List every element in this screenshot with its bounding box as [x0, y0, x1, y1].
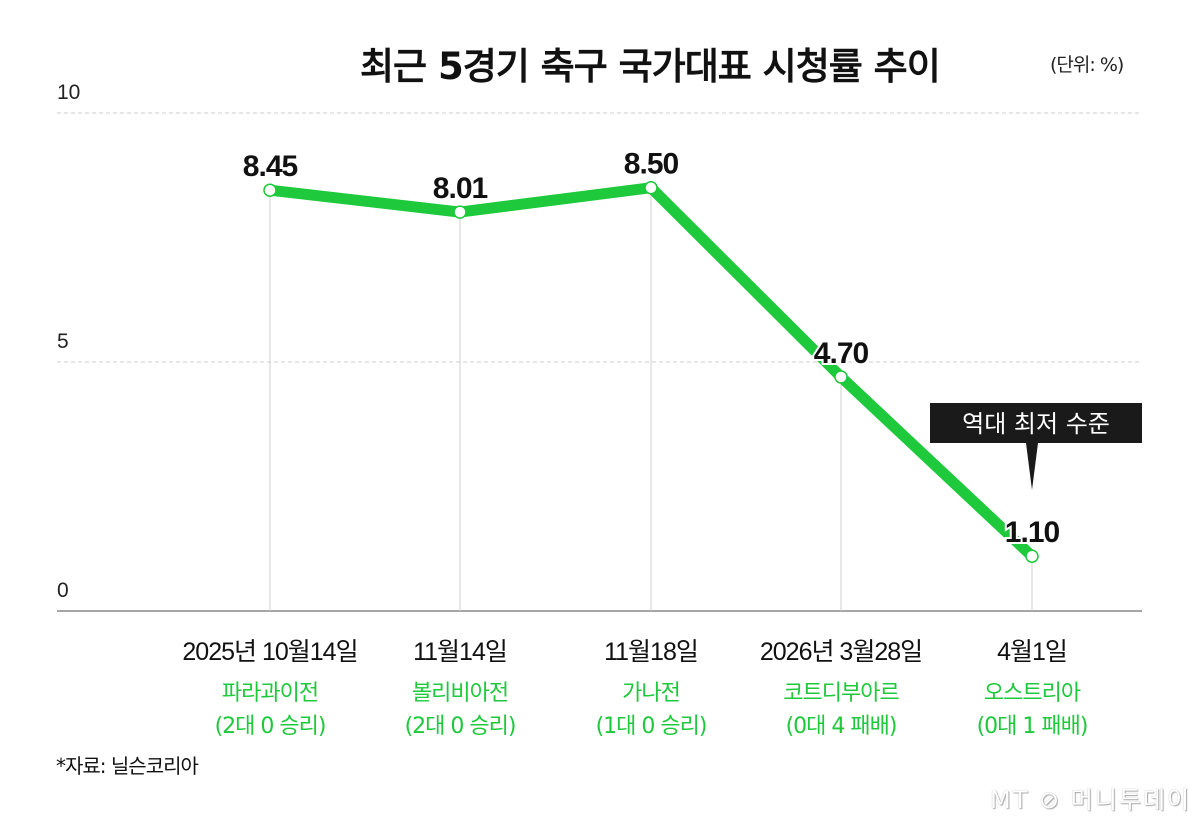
match-result: (0대 4 패배) — [786, 714, 897, 739]
x-tick-label: 2026년 3월28일 — [760, 638, 922, 666]
data-point — [1025, 549, 1039, 563]
x-tick-label: 4월1일 — [997, 638, 1067, 666]
data-label: 1.10 — [1005, 516, 1060, 549]
data-point — [453, 205, 467, 219]
match-opponent: 볼리비아전 — [412, 681, 508, 706]
data-label: 8.01 — [433, 172, 488, 205]
match-opponent: 가나전 — [622, 681, 680, 706]
match-opponent: 오스트리아 — [984, 681, 1081, 706]
data-label: 8.50 — [624, 148, 679, 181]
y-tick-label: 0 — [57, 579, 69, 602]
y-tick-label: 10 — [57, 81, 80, 104]
match-result: (2대 0 승리) — [215, 714, 326, 739]
annotation-box — [930, 403, 1142, 443]
match-opponent: 코트디부아르 — [783, 681, 899, 706]
data-label: 8.45 — [243, 150, 298, 183]
match-opponent: 파라과이전 — [222, 681, 318, 706]
match-result: (1대 0 승리) — [596, 714, 707, 739]
match-result: (2대 0 승리) — [405, 714, 516, 739]
data-point — [644, 180, 658, 195]
match-result: (0대 1 패배) — [977, 714, 1088, 739]
x-tick-label: 2025년 10월14일 — [182, 638, 357, 666]
chart-title: 최근 5경기 축구 국가대표 시청률 추이 — [360, 45, 941, 88]
data-point — [263, 183, 277, 197]
data-point — [834, 370, 848, 384]
unit-label: (단위: %) — [1050, 54, 1124, 76]
data-label: 4.70 — [814, 337, 869, 370]
y-tick-label: 5 — [57, 330, 69, 353]
publisher-logo: MT ⊘ 머니투데이 — [990, 786, 1192, 814]
source-note: *자료: 닐슨코리아 — [56, 754, 199, 778]
x-tick-label: 11월18일 — [604, 638, 698, 666]
annotation-text: 역대 최저 수준 — [962, 410, 1110, 438]
x-tick-label: 11월14일 — [413, 638, 507, 666]
annotation-pointer — [1026, 443, 1038, 490]
